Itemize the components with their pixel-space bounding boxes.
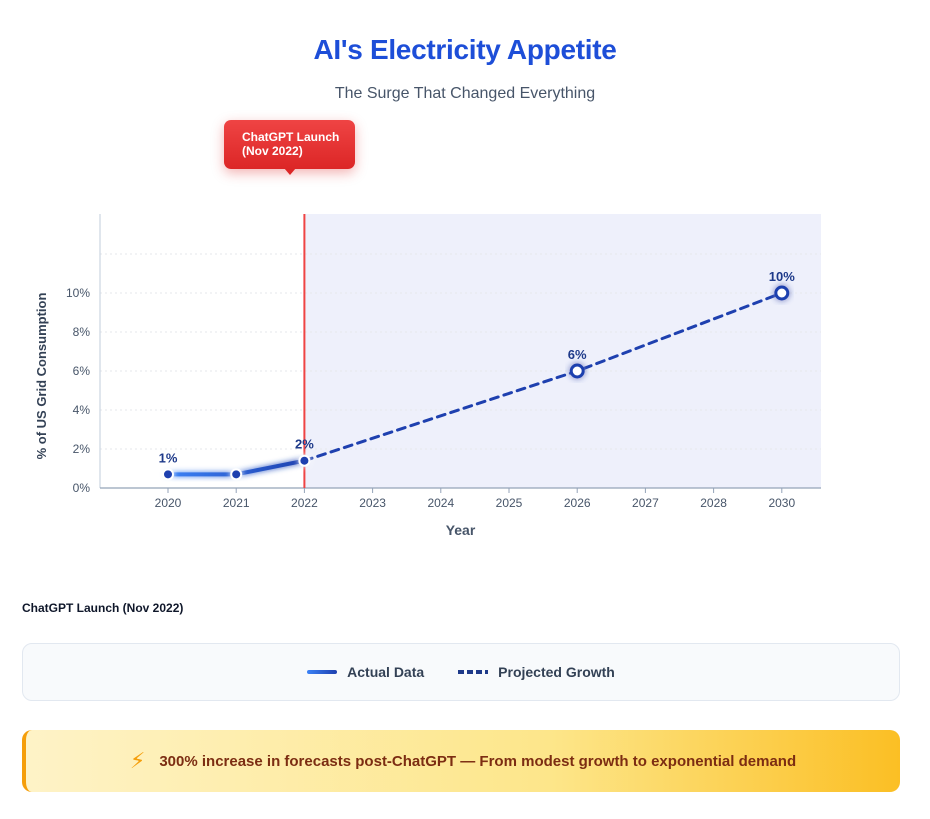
callout-line-1: ChatGPT Launch [242,130,340,144]
y-tick-label: 10% [66,286,90,300]
x-tick-label: 2026 [564,496,591,510]
projected-point [774,285,790,301]
x-tick-label: 2024 [427,496,454,510]
lightning-icon: ⚡ [129,748,146,773]
x-axis-label: Year [446,522,476,538]
line-chart: 0% 2% 4% 6% 8% 10% 2020 2021 2022 2023 2024 2025 202… [34,214,821,538]
x-tick-label: 2022 [291,496,318,510]
solid-line-swatch [307,670,338,674]
actual-point [164,470,172,479]
launch-label: ChatGPT Launch (Nov 2022) [22,601,184,615]
data-label: 10% [769,269,795,284]
y-tick-label: 2% [73,442,91,456]
x-tick-label: 2030 [768,496,795,510]
banner-text: 300% increase in forecasts post-ChatGPT … [159,752,797,770]
legend-item-projected[interactable]: Projected Growth [458,664,615,680]
legend-item-actual[interactable]: Actual Data [307,664,424,680]
data-label: 2% [295,437,314,452]
data-label: 6% [568,347,587,362]
callout-line-2: (Nov 2022) [242,144,303,158]
page-subtitle: The Surge That Changed Everything [334,85,596,102]
x-tick-label: 2027 [632,496,659,510]
insight-banner: ⚡ 300% increase in forecasts post-ChatGP… [22,730,900,792]
y-tick-label: 4% [73,403,91,417]
callout-pointer [284,168,296,175]
data-label: 1% [159,450,178,465]
actual-point [300,456,309,465]
y-axis-label: % of US Grid Consumption [34,293,49,460]
y-tick-label: 0% [73,481,91,495]
y-tick-label: 8% [73,325,91,339]
y-tick-label: 6% [73,364,91,378]
legend: Actual Data Projected Growth [22,643,900,701]
x-tick-label: 2028 [700,496,727,510]
dashed-line-swatch [458,670,489,674]
actual-point [232,470,241,479]
legend-label-projected: Projected Growth [498,664,615,680]
legend-label-actual: Actual Data [347,664,425,680]
post-launch-region [304,214,821,488]
x-tick-label: 2023 [359,496,386,510]
x-tick-label: 2025 [496,496,523,510]
projected-point [569,363,585,379]
chatgpt-launch-callout: ChatGPT Launch (Nov 2022) [224,120,355,169]
x-tick-label: 2020 [155,496,182,510]
page-title: AI's Electricity Appetite [313,34,617,65]
x-tick-label: 2021 [223,496,250,510]
